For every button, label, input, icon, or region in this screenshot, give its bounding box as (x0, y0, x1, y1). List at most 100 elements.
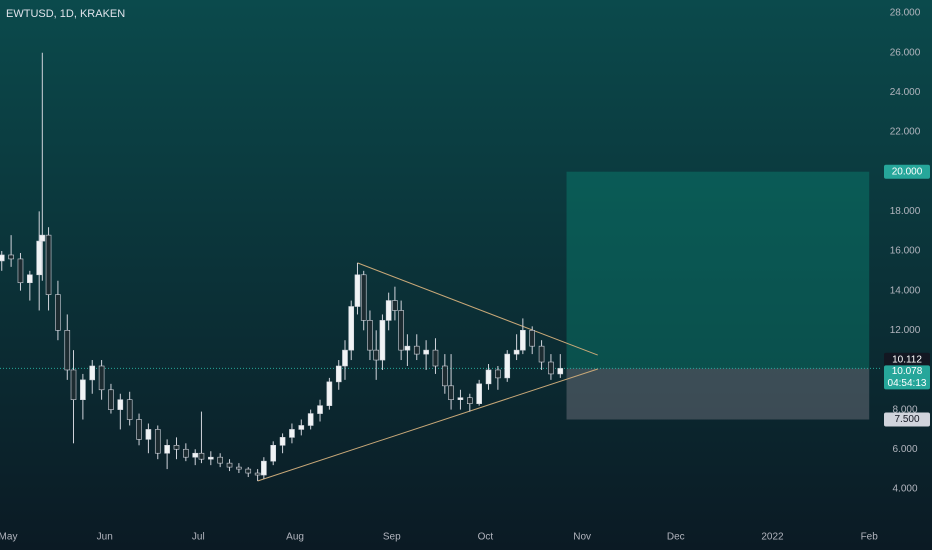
candle-body (208, 456, 214, 460)
candle-body (80, 379, 86, 400)
x-tick-label: Jul (192, 532, 205, 543)
candle-body (485, 369, 492, 385)
candle-body (367, 320, 373, 351)
price-label: 7.500 (894, 414, 919, 425)
candle-body (279, 437, 286, 446)
x-tick-label: May (0, 532, 17, 543)
candle-body (348, 306, 355, 351)
candle-body (385, 300, 392, 321)
candle-body (39, 234, 46, 242)
y-tick-label: 26.000 (890, 47, 921, 58)
price-label: 10.112 (892, 354, 922, 365)
candle-body (342, 349, 348, 367)
candle-body (136, 419, 142, 440)
candle-body (513, 349, 520, 355)
candle-body (504, 353, 511, 379)
candle-body (8, 254, 14, 260)
candle-body (335, 365, 342, 383)
candle-body (326, 381, 333, 406)
candle-body (423, 349, 429, 355)
candle-body (307, 413, 314, 426)
candle-body (217, 456, 223, 464)
y-tick-label: 24.000 (890, 87, 921, 98)
candle-body (173, 444, 180, 450)
candle-body (317, 405, 323, 414)
candle-body (457, 397, 464, 400)
candle-body (254, 472, 261, 476)
y-tick-label: 12.000 (890, 325, 921, 336)
candle-body (538, 345, 545, 363)
trend-line (357, 262, 598, 356)
x-tick-label: 2022 (761, 532, 784, 543)
candle-body (448, 385, 454, 400)
y-tick-label: 28.000 (890, 8, 921, 19)
y-tick-label: 22.000 (890, 127, 921, 138)
candle-body (70, 369, 77, 400)
price-label-bg (884, 164, 930, 179)
candle-body (36, 240, 42, 276)
candle-body (373, 349, 379, 361)
candle-body (27, 274, 33, 284)
x-tick-label: Aug (286, 532, 304, 543)
candle-body (379, 320, 386, 361)
stop-zone (566, 368, 870, 420)
candle-body (520, 330, 526, 351)
candle-body (89, 365, 96, 381)
y-tick-label: 6.000 (892, 444, 917, 455)
last-price-label: 10.078 (892, 366, 923, 377)
x-tick-label: Oct (478, 532, 494, 543)
countdown: 04:54:13 (888, 378, 927, 389)
candle-body (413, 345, 420, 355)
y-tick-label: 4.000 (892, 484, 917, 495)
target-zone (566, 171, 870, 369)
candle-body (164, 444, 170, 454)
candle-body (360, 274, 367, 321)
trend-line (257, 368, 598, 482)
x-tick-label: Jun (97, 532, 113, 543)
y-tick-label: 8.000 (892, 404, 917, 415)
x-tick-label: Dec (667, 532, 685, 543)
candle-body (442, 365, 448, 387)
x-tick-label: Sep (383, 532, 401, 543)
candle-body (261, 460, 267, 476)
price-label-bg (884, 412, 930, 427)
candle-body (476, 383, 482, 404)
price-label-bg (884, 352, 930, 367)
x-tick-label: Nov (573, 532, 591, 543)
candle-body (183, 448, 189, 458)
candle-body (392, 300, 398, 311)
candle-body (98, 365, 105, 391)
candle-body (298, 425, 305, 430)
y-tick-label: 18.000 (890, 206, 921, 217)
last-price-bg (884, 365, 930, 390)
chart-title: EWTUSD, 1D, KRAKEN (6, 8, 125, 20)
candle-body (126, 399, 133, 420)
y-tick-label: 16.000 (890, 246, 921, 257)
x-tick-label: Feb (861, 532, 879, 543)
candle-body (145, 429, 152, 440)
candle-body (55, 294, 61, 331)
candle-body (467, 397, 473, 404)
candle-body (192, 452, 199, 458)
candle-body (236, 466, 242, 470)
candle-body (108, 389, 114, 410)
price-label: 20.000 (892, 166, 923, 177)
candle-body (404, 345, 411, 351)
candle-body (117, 399, 124, 410)
candle-body (198, 452, 205, 460)
candle-body (398, 310, 404, 351)
candle-body (354, 274, 361, 307)
candle-body (0, 254, 5, 262)
candle-body (557, 368, 564, 375)
candle-body (154, 429, 161, 454)
candle-body (245, 468, 252, 474)
candle-body (495, 369, 501, 379)
candle-body (64, 330, 71, 371)
candle-body (226, 462, 233, 468)
candle-body (432, 349, 439, 367)
y-tick-label: 14.000 (890, 285, 921, 296)
candle-body (529, 330, 536, 347)
